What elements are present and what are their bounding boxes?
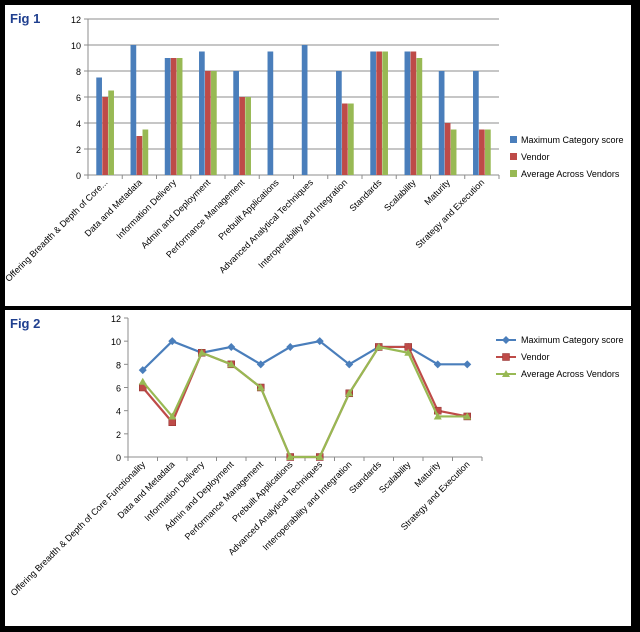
data-point	[168, 418, 176, 426]
data-point	[256, 360, 265, 369]
legend-swatch	[510, 170, 517, 177]
bar	[136, 136, 143, 175]
legend-label: Maximum Category score	[521, 335, 624, 345]
bar	[301, 45, 308, 175]
bar	[108, 90, 114, 175]
data-point	[315, 337, 324, 346]
bar	[142, 129, 149, 175]
bar	[130, 45, 137, 175]
y-tick-label: 12	[71, 15, 81, 25]
data-point	[168, 412, 177, 420]
bar	[410, 51, 417, 175]
series-line	[141, 339, 468, 371]
data-point	[227, 342, 236, 351]
data-point	[433, 412, 442, 420]
bar	[267, 51, 274, 175]
x-tick-label: Standards	[347, 177, 383, 213]
legend-marker	[502, 353, 510, 361]
x-tick-label: Prebuilt Applications	[216, 177, 281, 242]
series-line	[141, 345, 468, 459]
y-tick-label: 10	[111, 337, 121, 347]
x-tick-label: Strategy and Execution	[413, 177, 486, 250]
bar	[96, 77, 102, 175]
figure-2-label: Fig 2	[10, 316, 41, 331]
x-tick-label: Information Delivery	[114, 177, 178, 241]
y-tick-label: 4	[116, 407, 121, 417]
data-point	[463, 360, 472, 369]
data-point	[256, 383, 265, 391]
bar	[164, 58, 171, 175]
legend-label: Average Across Vendors	[521, 369, 620, 379]
bar	[205, 71, 211, 175]
data-point	[286, 342, 295, 351]
data-point	[463, 412, 472, 420]
figure-1-panel: Fig 1 0 2 4 6 8 10 12 Offering Breadth & Depth …	[5, 5, 631, 306]
series-line	[141, 345, 468, 459]
y-tick-label: 2	[76, 145, 81, 155]
legend-label: Maximum Category score	[521, 135, 624, 145]
data-point	[227, 360, 236, 368]
bar	[211, 71, 217, 175]
bar	[438, 71, 445, 175]
bar	[450, 129, 457, 175]
bar	[176, 58, 183, 175]
y-tick-label: 2	[116, 430, 121, 440]
data-point	[138, 377, 147, 385]
data-point	[345, 360, 354, 369]
bar	[348, 103, 354, 175]
x-tick-label: Admin and Deployment	[139, 177, 213, 251]
bar	[245, 97, 251, 175]
y-tick-label: 0	[76, 171, 81, 181]
y-tick-label: 0	[116, 453, 121, 463]
bar	[473, 71, 479, 175]
legend-label: Vendor	[521, 352, 550, 362]
bar	[485, 129, 491, 175]
figure-1-label: Fig 1	[10, 11, 41, 26]
legend-swatch	[510, 153, 517, 160]
legend-label: Vendor	[521, 152, 550, 162]
data-point	[433, 360, 442, 369]
bar	[382, 51, 388, 175]
x-tick-label: Maturity	[422, 177, 452, 207]
bar	[233, 71, 239, 175]
data-point	[197, 348, 206, 356]
y-tick-label: 10	[71, 41, 81, 51]
legend-label: Average Across Vendors	[521, 169, 620, 179]
bar	[342, 103, 348, 175]
y-tick-label: 8	[116, 360, 121, 370]
x-tick-label: Offering Breadth & Depth of Core Functio…	[9, 459, 148, 598]
data-point	[286, 453, 295, 460]
bar	[239, 97, 245, 175]
bar	[376, 51, 382, 175]
data-point	[168, 337, 177, 346]
data-point	[138, 366, 147, 375]
y-tick-label: 4	[76, 119, 81, 129]
data-point	[315, 453, 324, 460]
x-tick-label: Scalability	[377, 459, 413, 495]
legend-marker	[502, 336, 510, 344]
bar	[444, 123, 451, 175]
y-tick-label: 6	[116, 384, 121, 394]
bar	[102, 97, 108, 175]
bar	[416, 58, 423, 175]
data-point	[345, 389, 354, 397]
bar	[199, 51, 205, 175]
figure-2-panel: Fig 2 0 2 4 6 8 10 12 Offering Breadth & Depth …	[5, 310, 631, 626]
bar	[170, 58, 177, 175]
y-tick-label: 6	[76, 93, 81, 103]
legend-swatch	[510, 136, 517, 143]
bar	[336, 71, 342, 175]
bar	[479, 129, 485, 175]
legend-marker	[502, 370, 510, 377]
data-point	[404, 348, 413, 356]
y-tick-label: 12	[111, 314, 121, 324]
x-tick-label: Data and Metadata	[83, 177, 144, 238]
x-tick-label: Scalability	[382, 177, 418, 213]
y-tick-label: 8	[76, 67, 81, 77]
line-chart: 0 2 4 6 8 10 12 Offering Breadth & Depth of Cor…	[9, 314, 624, 598]
data-point	[374, 342, 383, 350]
bar	[370, 51, 376, 175]
bar	[404, 51, 411, 175]
